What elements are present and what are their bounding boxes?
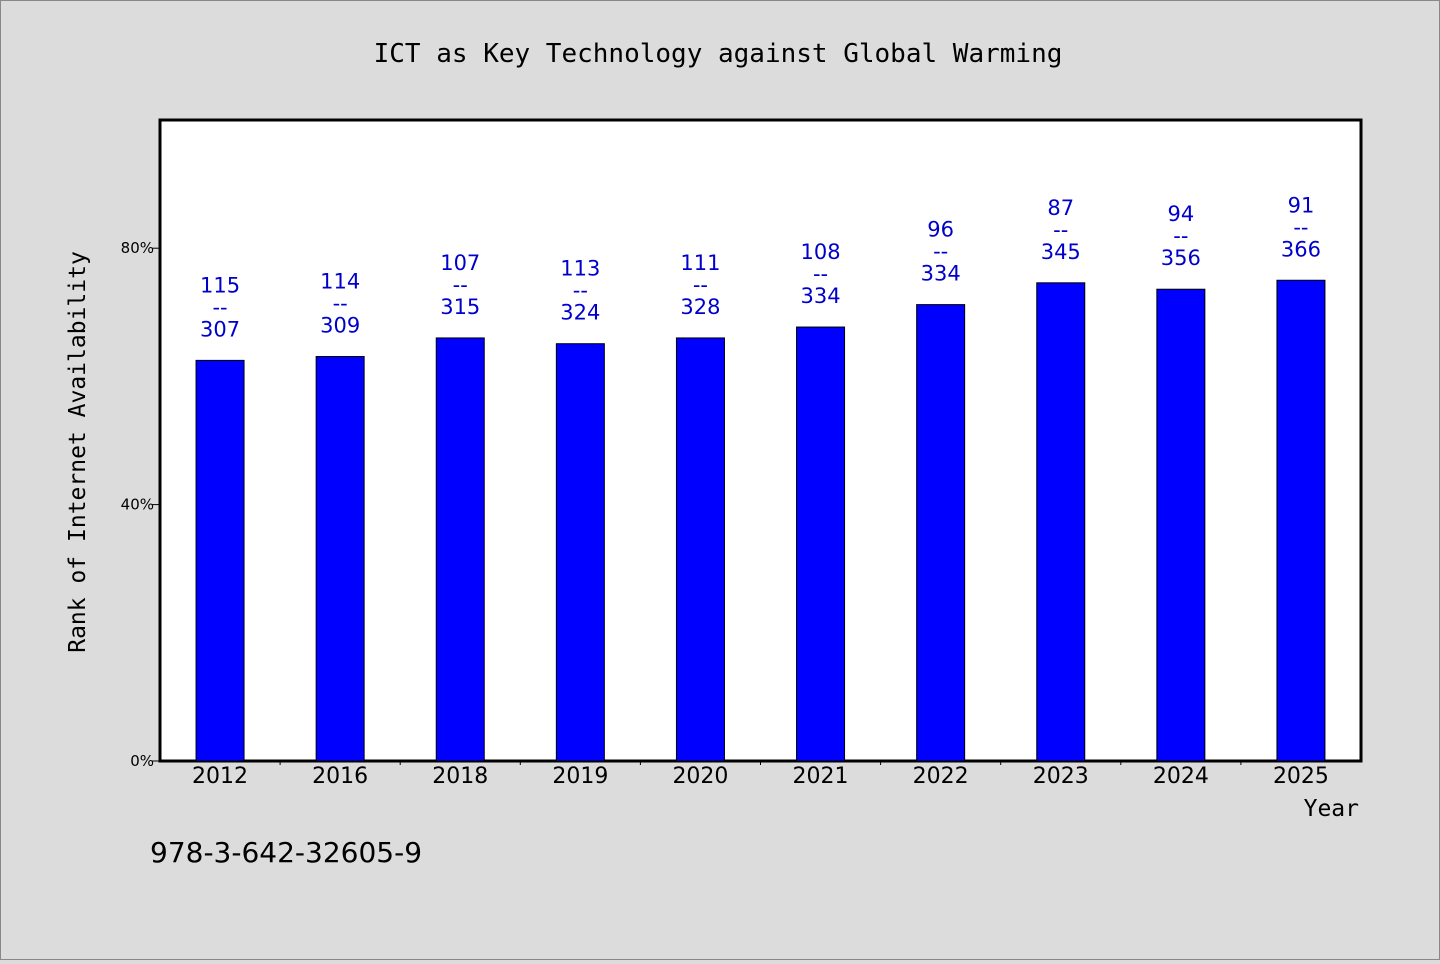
- chart-title: ICT as Key Technology against Global War…: [374, 39, 1063, 69]
- bar-2024: [1156, 288, 1206, 762]
- x-axis: 2012 2016 2018 2019 2020 2021 2022 2023 2024 2025: [192, 761, 1329, 789]
- bar-label-2018-separator: --: [453, 273, 468, 297]
- y-tick-label-0: 0%: [130, 752, 154, 770]
- bar-label-2025-separator: --: [1293, 215, 1308, 239]
- bar-label-2023-total: 345: [1041, 240, 1081, 264]
- bar-2018: [435, 337, 485, 762]
- bar-2020: [675, 337, 725, 762]
- x-tick-label-2024: 2024: [1153, 764, 1209, 789]
- y-tick-label-80: 80%: [121, 239, 154, 257]
- bar-label-2020-separator: --: [693, 273, 708, 297]
- x-tick-label-2018: 2018: [432, 764, 488, 789]
- bar-labels-layer: 115--307114--309107--315113--324111--328…: [200, 193, 1321, 341]
- bar-label-2023-rank: 87: [1047, 196, 1074, 220]
- y-axis: 0% 40% 80%: [121, 239, 160, 770]
- bars-layer: [195, 279, 1326, 762]
- bar-2021: [796, 326, 846, 762]
- bar-label-2016-total: 309: [320, 314, 360, 338]
- bar-label-2019-total: 324: [560, 301, 600, 325]
- x-tick-label-2019: 2019: [552, 764, 608, 789]
- bar-label-2019-rank: 113: [560, 257, 600, 281]
- x-tick-label-2023: 2023: [1033, 764, 1089, 789]
- bar-2022: [916, 304, 966, 762]
- bar-label-2020-rank: 111: [680, 251, 720, 275]
- x-axis-title: Year: [1304, 796, 1359, 822]
- bar-2023: [1036, 282, 1086, 762]
- bar-label-2021-total: 334: [801, 284, 841, 308]
- isbn-label: 978-3-642-32605-9: [150, 836, 422, 869]
- bar-2012: [195, 359, 245, 762]
- bar-label-2019-separator: --: [573, 279, 588, 303]
- bar-label-2022-total: 334: [921, 262, 961, 286]
- y-tick-label-40: 40%: [121, 496, 154, 514]
- bar-label-2025-rank: 91: [1288, 193, 1315, 217]
- x-tick-label-2025: 2025: [1273, 764, 1329, 789]
- bar-2019: [555, 343, 605, 762]
- x-tick-label-2012: 2012: [192, 764, 248, 789]
- bar-label-2021-rank: 108: [801, 240, 841, 264]
- bar-label-2023-separator: --: [1053, 218, 1068, 242]
- bar-label-2016-separator: --: [333, 292, 348, 316]
- bar-label-2022-rank: 96: [927, 218, 954, 242]
- x-tick-label-2021: 2021: [793, 764, 849, 789]
- bar-label-2018-rank: 107: [440, 251, 480, 275]
- bar-label-2024-rank: 94: [1167, 202, 1194, 226]
- bar-label-2025-total: 366: [1281, 237, 1321, 261]
- bar-label-2018-total: 315: [440, 295, 480, 319]
- bar-2016: [315, 356, 365, 762]
- bar-label-2024-separator: --: [1173, 224, 1188, 248]
- x-tick-label-2020: 2020: [672, 764, 728, 789]
- bar-2025: [1276, 279, 1326, 762]
- bar-label-2024-total: 356: [1161, 246, 1201, 270]
- bar-label-2020-total: 328: [680, 295, 720, 319]
- bar-label-2021-separator: --: [813, 262, 828, 286]
- bar-label-2012-separator: --: [212, 295, 227, 319]
- bar-label-2016-rank: 114: [320, 270, 360, 294]
- y-axis-title: Rank of Internet Availability: [65, 251, 91, 653]
- x-tick-label-2016: 2016: [312, 764, 368, 789]
- bar-label-2012-rank: 115: [200, 273, 240, 297]
- x-tick-label-2022: 2022: [913, 764, 969, 789]
- bar-label-2012-total: 307: [200, 317, 240, 341]
- bar-label-2022-separator: --: [933, 240, 948, 264]
